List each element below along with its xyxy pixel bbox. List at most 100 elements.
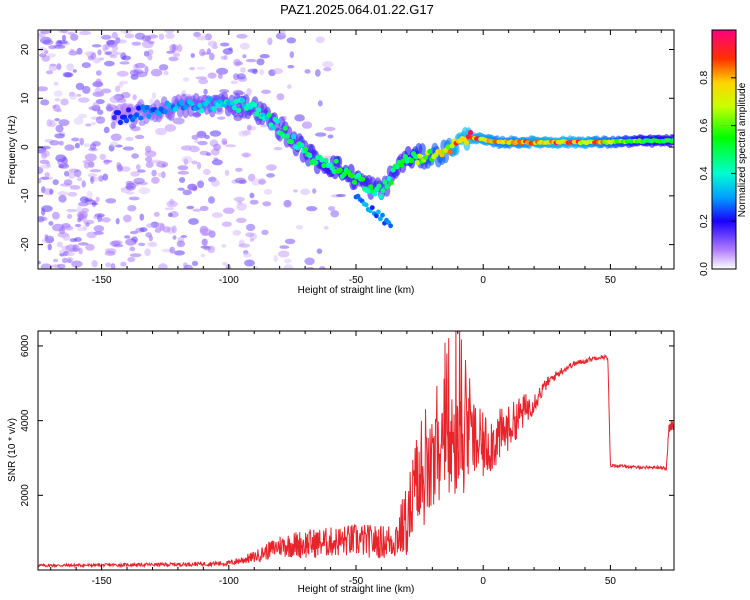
noise-cell (220, 55, 227, 60)
noise-cell (38, 260, 41, 265)
noise-cell (171, 225, 177, 234)
noise-cell (115, 39, 128, 44)
noise-cell (102, 173, 109, 181)
noise-cell (91, 202, 99, 206)
noise-cell (238, 130, 249, 137)
noise-cell (235, 167, 243, 172)
noise-cell (109, 141, 119, 147)
ridge-cell (386, 176, 392, 182)
noise-cell (304, 257, 315, 266)
y-tick-label: 4000 (20, 409, 31, 432)
snr-ylabel: SNR (10 * v/v) (7, 418, 18, 482)
ridge-cell (123, 118, 130, 124)
noise-cell (183, 158, 189, 166)
x-tick-label: 0 (480, 576, 486, 587)
ridge-cell (231, 105, 237, 111)
noise-cell (72, 244, 80, 253)
noise-cell (165, 32, 175, 40)
ridge-cell (331, 168, 337, 175)
noise-cell (104, 250, 116, 256)
noise-cell (99, 153, 107, 161)
noise-cell (105, 198, 117, 204)
noise-cell (317, 100, 323, 107)
noise-cell (47, 243, 52, 251)
noise-cell (191, 134, 199, 140)
ridge-cell (254, 111, 260, 117)
noise-cell (147, 40, 155, 45)
noise-cell (66, 252, 75, 256)
noise-cell (182, 77, 190, 82)
ridge-cell (388, 180, 394, 186)
colorbar-label: Normalized spectral amplitude (737, 82, 748, 217)
noise-cell (121, 55, 131, 61)
noise-cell (129, 253, 142, 258)
ridge-cell (380, 188, 386, 194)
noise-cell (330, 210, 340, 218)
noise-cell (40, 152, 48, 159)
noise-cell (263, 188, 273, 195)
ridge-cell (445, 144, 451, 150)
x-tick-label: 0 (480, 275, 486, 286)
noise-cell (314, 69, 321, 77)
ridge-cell (417, 153, 423, 159)
noise-cell (236, 217, 247, 223)
y-tick-label: 20 (20, 44, 31, 56)
ridge-cell (274, 118, 280, 124)
noise-cell (155, 127, 168, 136)
noise-cell (221, 244, 227, 248)
colorbar-tick-label: 0.8 (699, 70, 710, 84)
ridge-cell (449, 143, 455, 149)
noise-cell (120, 30, 133, 34)
colorbar: 0.0 0.2 0.4 0.6 0.8 Normalized spectral ampl… (699, 29, 748, 276)
noise-cell (77, 201, 89, 207)
noise-cell (283, 258, 292, 264)
ridge-cell (307, 152, 313, 158)
noise-cell (188, 218, 199, 225)
noise-cell (59, 253, 65, 257)
noise-cell (284, 238, 296, 245)
noise-cell (40, 176, 50, 180)
noise-cell (276, 93, 285, 101)
noise-cell (189, 67, 196, 71)
noise-cell (222, 48, 234, 55)
noise-cell (306, 266, 315, 269)
noise-cell (216, 67, 229, 75)
noise-cell (191, 160, 198, 165)
noise-cell (138, 242, 146, 247)
ridge-cell (280, 133, 286, 139)
ridge-cell (408, 157, 415, 164)
noise-cell (211, 179, 220, 187)
noise-cell (145, 161, 154, 168)
y-tick-label: 6000 (20, 334, 31, 357)
noise-cell (172, 117, 185, 125)
noise-cell (258, 179, 266, 185)
noise-cell (70, 33, 79, 41)
noise-cell (64, 144, 75, 151)
ridge-cell (463, 140, 469, 146)
noise-cell (244, 259, 255, 267)
noise-cell (86, 231, 97, 239)
ridge-cell (323, 157, 329, 164)
noise-cell (162, 226, 171, 233)
noise-cell (207, 40, 217, 47)
noise-cell (73, 117, 84, 125)
noise-cell (256, 58, 265, 66)
noise-cell (315, 132, 327, 137)
noise-cell (71, 137, 80, 142)
noise-cell (301, 121, 313, 129)
noise-cell (48, 45, 57, 50)
noise-cell (63, 179, 73, 186)
noise-cell (173, 250, 185, 256)
noise-cell (222, 262, 228, 266)
noise-cell (208, 196, 215, 204)
x-tick-label: 50 (605, 275, 617, 286)
noise-cell (139, 227, 148, 233)
ridge-cell (144, 104, 150, 111)
noise-cell (207, 72, 217, 79)
noise-cell (315, 36, 325, 44)
noise-cell (169, 198, 175, 206)
noise-cell (283, 199, 292, 208)
noise-cell (167, 212, 173, 218)
